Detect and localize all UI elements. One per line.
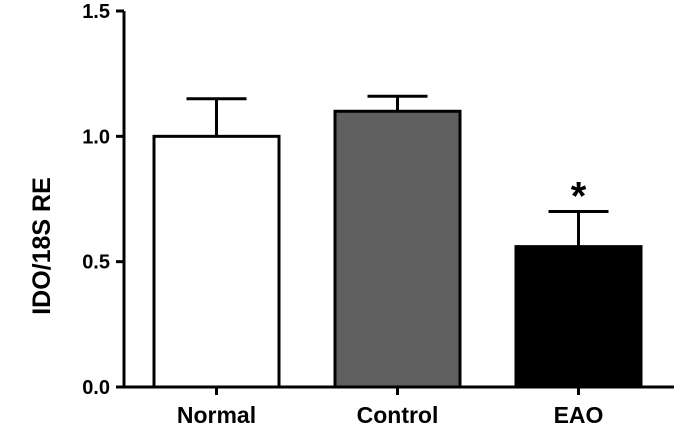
error-bars <box>186 94 609 247</box>
bar-eao <box>514 245 643 389</box>
y-tick-label: 0.0 <box>82 377 110 399</box>
x-tick-label: Normal <box>177 402 256 428</box>
x-tick-label: Control <box>357 402 439 428</box>
y-tick-label: 0.5 <box>82 252 110 274</box>
y-tick-label: 1.0 <box>82 126 110 148</box>
y-axis-title: IDO/18S RE <box>28 177 56 315</box>
bars <box>152 109 643 389</box>
bar-control <box>333 109 462 389</box>
bar-normal <box>152 134 281 389</box>
x-tick-label: EAO <box>554 402 604 428</box>
annotations: * <box>571 175 587 219</box>
y-tick-label: 1.5 <box>82 1 110 23</box>
significance-asterisk: * <box>571 175 587 219</box>
